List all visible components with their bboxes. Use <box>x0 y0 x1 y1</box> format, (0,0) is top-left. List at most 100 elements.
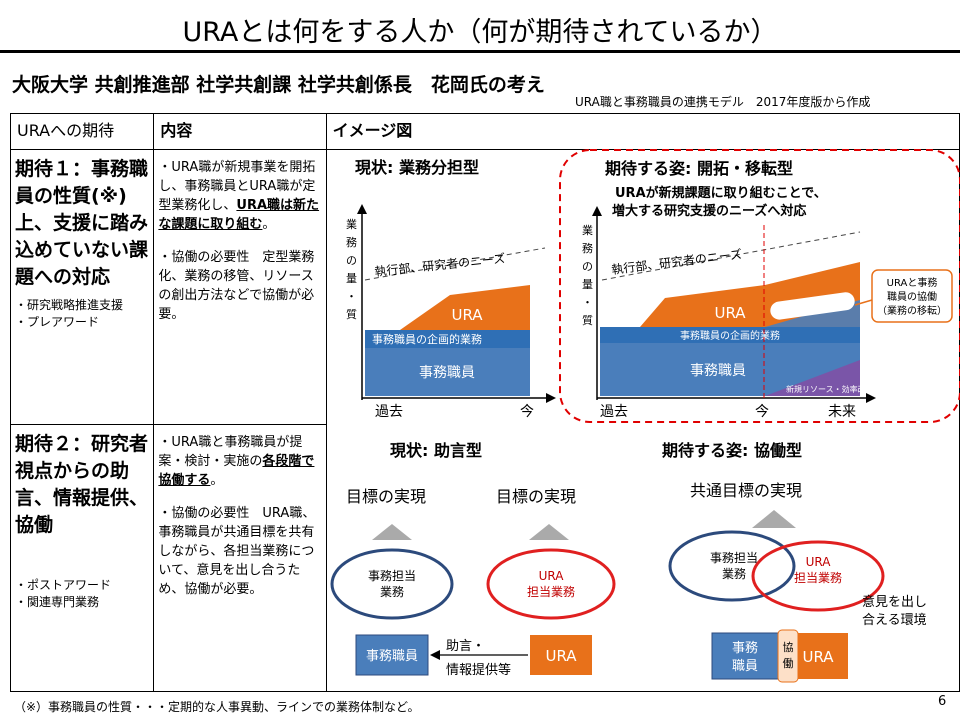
d1-expected-frame <box>559 149 960 423</box>
d2-ura-duty-ellipse <box>486 548 616 620</box>
header-expectation: URAへの期待 <box>9 113 155 150</box>
d1-expected-x-past: 過去 <box>600 404 628 420</box>
d2-shared-staff-ellipse <box>668 530 796 602</box>
d1-current-needs-line <box>364 247 546 281</box>
d1-current-x-now: 今 <box>520 404 534 420</box>
d1-expected-ura-label: URA <box>714 304 746 322</box>
d2-shared-ura-label: URA <box>806 555 832 569</box>
d2-shared-staff-label: 業務 <box>722 567 746 581</box>
d1-current-xaxis-arrow <box>546 393 556 403</box>
row1-sub-item: ・研究戦略推進支援 <box>15 298 124 312</box>
row2-label: 期待２：研究者視点からの助言、情報提供、協働 ・ポストアワード ・関連専門業務 <box>9 424 155 692</box>
row1-sub-item: ・プレアワード <box>15 315 100 329</box>
d1-current-yaxis-arrow <box>357 204 367 214</box>
svg-text:の: の <box>346 254 357 267</box>
d1-expected-new-resource-area <box>765 360 860 396</box>
row2-sub-item: ・ポストアワード <box>15 578 112 592</box>
page-number: 6 <box>938 694 947 709</box>
svg-text:質: 質 <box>582 313 593 327</box>
d1-expected-yaxis-arrow <box>592 206 602 216</box>
d1-callout-line: （業務の移転） <box>877 304 947 317</box>
svg-text:業: 業 <box>582 224 593 237</box>
d1-expected-xaxis-arrow <box>866 393 876 403</box>
row1-content: ・URA職が新規事業を開拓し、事務職員とURA職が定型業務化し、URA職は新たな… <box>153 149 327 425</box>
d2-expected-title: 期待する姿: 協働型 <box>662 441 802 460</box>
d1-expected-ylabel: 業 務 の 量 ・ 質 <box>582 224 593 327</box>
d2-shared-staff-box-label: 事務 <box>732 641 758 656</box>
d1-current-ylabel: 業 務 の 量 ・ 質 <box>346 218 357 321</box>
d2-staff-duty-label: 業務 <box>380 585 404 599</box>
row2-label-main: 期待２：研究者視点からの助言、情報提供、協働 <box>15 433 149 536</box>
d1-current-planning-label: 事務職員の企画的業務 <box>372 332 482 346</box>
svg-text:量: 量 <box>346 272 357 285</box>
svg-text:・: ・ <box>346 290 357 303</box>
d1-current-planning-band <box>365 330 530 348</box>
d1-callout-line: 職員の協働 <box>887 290 937 303</box>
d1-expected-caption-2: 増大する研究支援のニーズへ対応 <box>612 203 806 219</box>
d1-current-x-past: 過去 <box>375 404 403 420</box>
d2-staff-box-label: 事務職員 <box>366 649 418 664</box>
d1-current-staff-block <box>365 348 530 396</box>
d1-expected-title: 期待する姿: 開拓・移転型 <box>605 159 793 178</box>
row1-label: 期待１：事務職員の性質(※)上、支援に踏み込めていない課題への対応 ・研究戦略推… <box>9 149 155 425</box>
d2-advice-label: 助言・ <box>446 639 485 654</box>
d2-shared-ura-label: 担当業務 <box>794 571 842 585</box>
d2-advice-label: 情報提供等 <box>446 662 511 678</box>
d2-collab-tag <box>777 629 799 683</box>
d2-shared-staff-box <box>711 632 779 680</box>
footnote: （※）事務職員の性質・・・定期的な人事異動、ラインでの業務体制など。 <box>14 700 420 714</box>
svg-text:務: 務 <box>582 241 593 255</box>
image-cell <box>325 149 960 692</box>
d1-current-ura-area <box>365 285 530 330</box>
d1-expected-staff-label: 事務職員 <box>690 363 746 379</box>
d2-shared-ura-box-label: URA <box>802 648 834 666</box>
d2-shared-staff-box-label: 職員 <box>732 659 758 674</box>
row1-content-a-pre: ・URA職が新規事業を開拓し、事務職員とURA職が定型業務化し、 <box>158 160 316 213</box>
d1-expected-planning-label: 事務職員の企画的業務 <box>680 329 780 342</box>
d2-shared-goal: 共通目標の実現 <box>690 481 802 500</box>
title-rule <box>0 50 960 53</box>
d2-shared-ura-ellipse <box>751 540 885 612</box>
svg-text:・: ・ <box>582 296 593 309</box>
d1-current-ura-label: URA <box>451 306 483 324</box>
row1-content-a-em: URA職は新たな課題に取り組む <box>158 198 320 232</box>
d2-ura-duty-label: URA <box>539 569 565 583</box>
row1-content-a-post: 。 <box>262 217 276 232</box>
svg-text:の: の <box>582 260 593 273</box>
d2-opinion-label: 合える環境 <box>862 613 927 628</box>
source-note: URA職と事務職員の連携モデル 2017年度版から作成 <box>575 95 871 109</box>
row2-content-a-pre: ・URA職と事務職員が提案・検討・実施の <box>158 435 303 469</box>
row2-content-b: ・協働の必要性 URA職、事務職員が共通目標を共有しながら、各担当業務について、… <box>158 506 316 597</box>
d1-current-title: 現状: 業務分担型 <box>355 158 479 177</box>
d1-callout-line: URAと事務 <box>887 276 938 289</box>
row1-label-main: 期待１：事務職員の性質(※)上、支援に踏み込めていない課題への対応 <box>15 158 149 288</box>
d1-callout-box <box>871 269 953 323</box>
header-image: イメージ図 <box>325 113 960 150</box>
d1-expected-caption-1: URAが新規課題に取り組むことで、 <box>615 185 827 201</box>
d2-goal-left: 目標の実現 <box>346 487 426 506</box>
d2-staff-box <box>355 634 429 676</box>
d2-collab-label: 働 <box>783 657 794 670</box>
d2-ura-box <box>530 635 592 675</box>
d1-expected-transfer-pill <box>770 292 855 320</box>
d1-current-needs-label: 執行部、研究者のニーズ <box>374 250 506 279</box>
d1-expected-needs-line <box>601 231 861 281</box>
d2-staff-duty-ellipse <box>330 548 454 620</box>
svg-text:務: 務 <box>346 235 357 249</box>
d2-advice-arrowhead <box>430 650 440 660</box>
d2-ura-duty-label: 担当業務 <box>527 585 575 599</box>
d1-expected-planning-band <box>600 327 860 343</box>
d2-collab-label: 協 <box>783 641 794 654</box>
row2-sub-item: ・関連専門業務 <box>15 595 100 609</box>
page-subtitle: 大阪大学 共創推進部 社学共創課 社学共創係長 花岡氏の考え <box>12 74 545 96</box>
d2-goal-right: 目標の実現 <box>496 487 576 506</box>
d1-expected-needs-label: 執行部、研究者のニーズ <box>611 246 743 277</box>
row1-content-b: ・協働の必要性 定型業務化、業務の移管、リソースの創出方法などで協働が必要。 <box>158 250 315 322</box>
d2-ura-box-label: URA <box>545 647 577 665</box>
row2-content: ・URA職と事務職員が提案・検討・実施の各段階で協働する。 ・協働の必要性 UR… <box>153 424 327 692</box>
d1-callout-pointer <box>854 299 873 306</box>
d2-goal-triangle-right <box>529 524 569 540</box>
d1-expected-x-now: 今 <box>755 404 769 420</box>
d2-staff-duty-label: 事務担当 <box>368 569 416 583</box>
page-title: URAとは何をする人か（何が期待されているか） <box>182 17 778 48</box>
